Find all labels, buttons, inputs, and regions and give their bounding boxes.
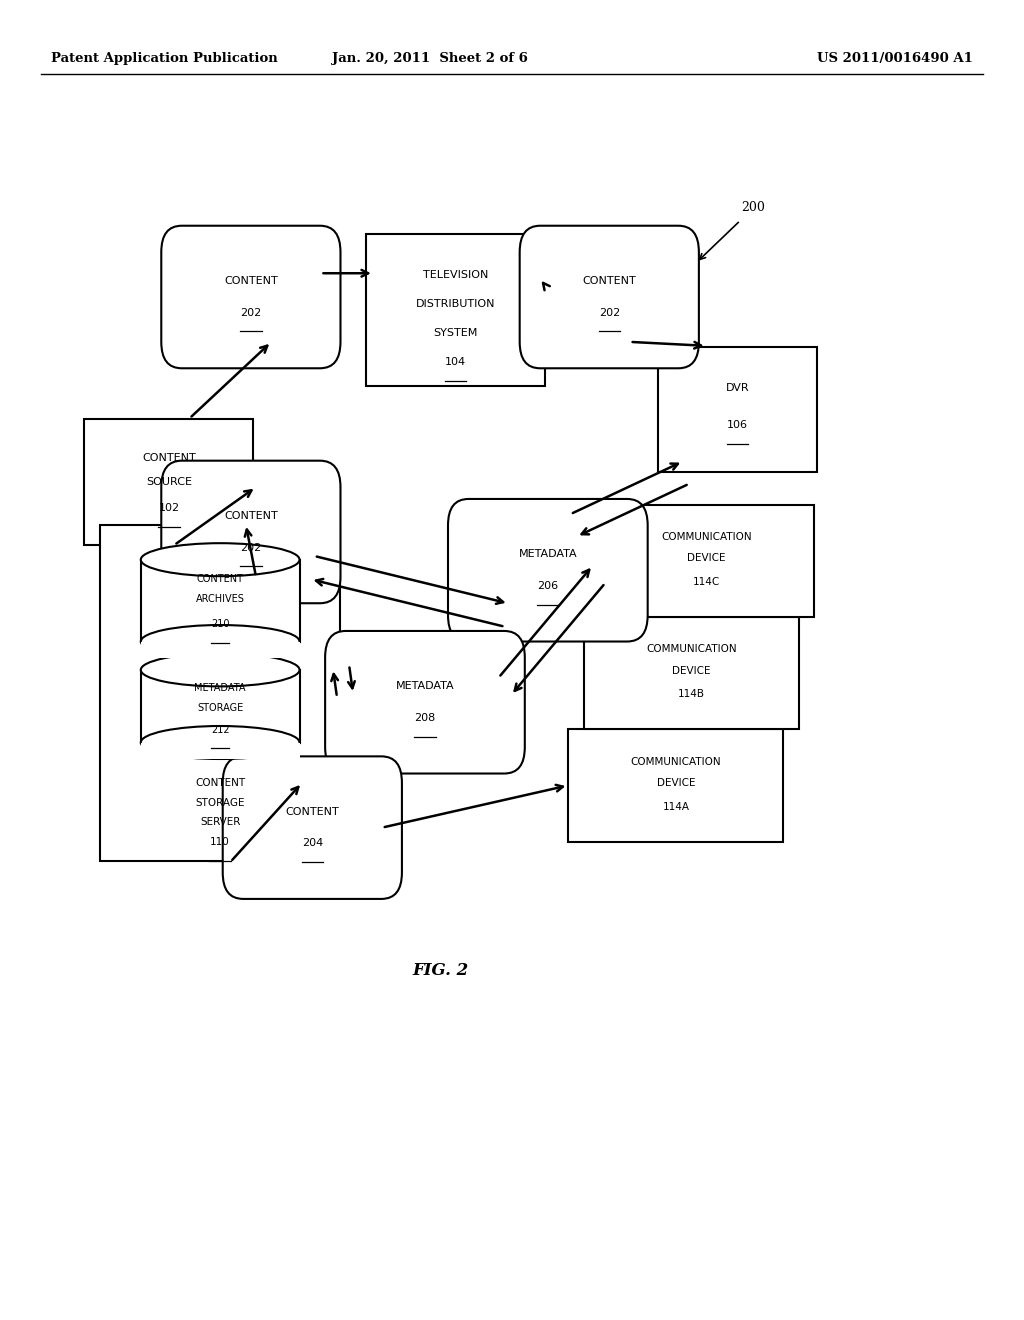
FancyBboxPatch shape [162, 226, 340, 368]
Text: STORAGE: STORAGE [197, 702, 244, 713]
Text: 208: 208 [415, 713, 435, 723]
Text: DEVICE: DEVICE [672, 665, 711, 676]
Text: US 2011/0016490 A1: US 2011/0016490 A1 [817, 51, 973, 65]
Text: METADATA: METADATA [518, 549, 578, 560]
Text: CONTENT: CONTENT [142, 453, 196, 463]
Text: FIG. 2: FIG. 2 [413, 962, 468, 978]
Text: ARCHIVES: ARCHIVES [196, 594, 245, 605]
Text: COMMUNICATION: COMMUNICATION [646, 644, 736, 655]
FancyBboxPatch shape [325, 631, 524, 774]
Text: 114B: 114B [678, 689, 705, 700]
Bar [584, 618, 799, 729]
Text: 200: 200 [740, 201, 765, 214]
Bar [568, 729, 783, 842]
Text: 114A: 114A [663, 801, 689, 812]
FancyBboxPatch shape [162, 461, 340, 603]
Text: COMMUNICATION: COMMUNICATION [662, 532, 752, 543]
Text: 102: 102 [159, 503, 179, 513]
Bar [141, 560, 299, 642]
Text: 202: 202 [599, 308, 620, 318]
Ellipse shape [141, 544, 299, 576]
Text: 212: 212 [211, 725, 229, 735]
Text: STORAGE: STORAGE [196, 797, 245, 808]
Bar [657, 347, 817, 473]
Text: 110: 110 [210, 837, 230, 847]
Text: CONTENT: CONTENT [583, 276, 636, 286]
Text: COMMUNICATION: COMMUNICATION [631, 756, 721, 767]
Text: 210: 210 [211, 619, 229, 630]
Bar [84, 420, 254, 544]
FancyBboxPatch shape [519, 226, 698, 368]
Text: Jan. 20, 2011  Sheet 2 of 6: Jan. 20, 2011 Sheet 2 of 6 [332, 51, 528, 65]
Ellipse shape [141, 726, 299, 759]
Text: TELEVISION: TELEVISION [423, 271, 488, 280]
Text: SERVER: SERVER [200, 817, 241, 828]
Text: DEVICE: DEVICE [656, 777, 695, 788]
Bar [141, 642, 299, 657]
Bar [599, 506, 814, 618]
Text: CONTENT: CONTENT [197, 574, 244, 585]
Text: DISTRIBUTION: DISTRIBUTION [416, 300, 496, 309]
Ellipse shape [141, 626, 299, 657]
Text: CONTENT: CONTENT [224, 276, 278, 286]
Ellipse shape [141, 653, 299, 686]
Text: DVR: DVR [725, 383, 750, 393]
Text: CONTENT: CONTENT [224, 511, 278, 521]
Bar [100, 524, 340, 862]
Text: 206: 206 [538, 581, 558, 591]
Text: DEVICE: DEVICE [687, 553, 726, 564]
Text: SOURCE: SOURCE [146, 477, 191, 487]
Text: 114C: 114C [693, 577, 720, 587]
Text: 202: 202 [241, 308, 261, 318]
Text: METADATA: METADATA [395, 681, 455, 692]
Bar [367, 235, 545, 385]
Bar [141, 671, 299, 742]
Text: CONTENT: CONTENT [196, 777, 245, 788]
Text: 202: 202 [241, 543, 261, 553]
Text: Patent Application Publication: Patent Application Publication [51, 51, 278, 65]
Text: 106: 106 [727, 420, 748, 430]
FancyBboxPatch shape [223, 756, 401, 899]
Text: SYSTEM: SYSTEM [433, 329, 478, 338]
Text: METADATA: METADATA [195, 682, 246, 693]
Text: 204: 204 [302, 838, 323, 849]
Bar [141, 742, 299, 759]
Text: CONTENT: CONTENT [286, 807, 339, 817]
Text: 104: 104 [445, 358, 466, 367]
FancyBboxPatch shape [449, 499, 648, 642]
